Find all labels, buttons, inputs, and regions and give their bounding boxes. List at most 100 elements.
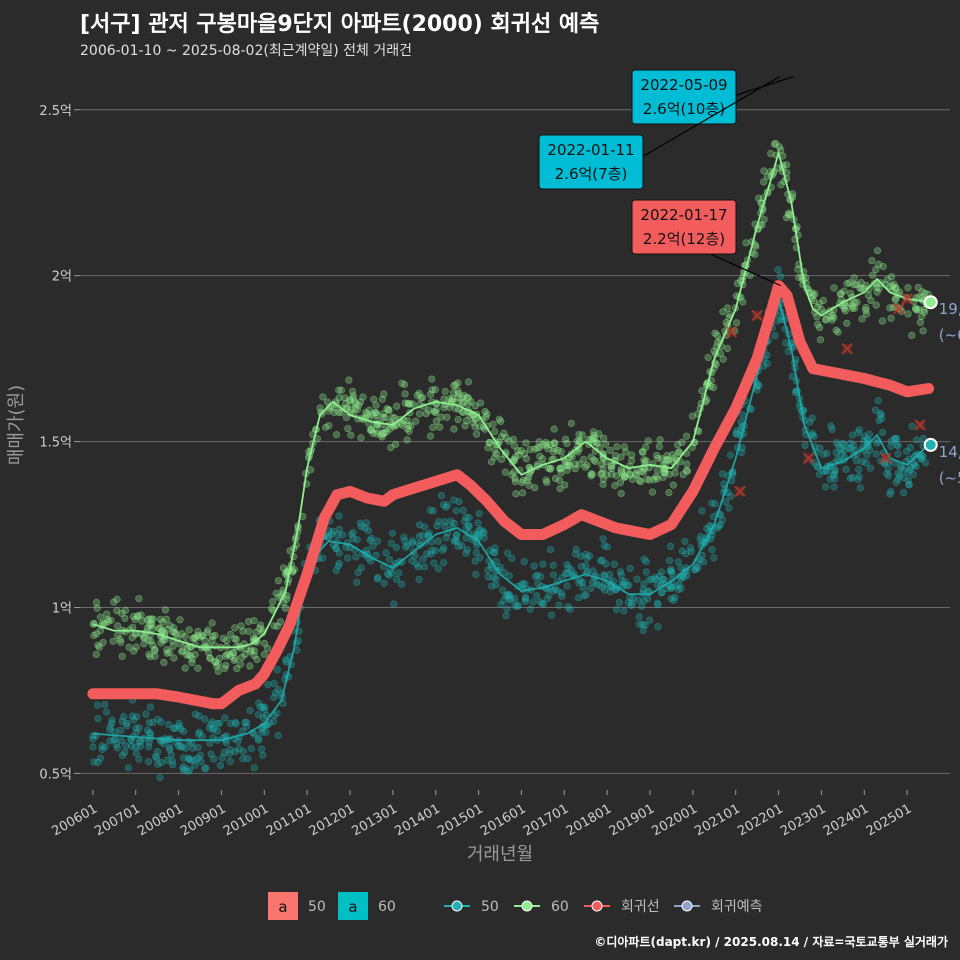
scatter-point	[563, 582, 571, 590]
scatter-point	[398, 580, 406, 588]
scatter-point	[206, 654, 214, 662]
scatter-point	[855, 426, 863, 434]
scatter-point	[514, 602, 522, 611]
scatter-point	[93, 701, 102, 709]
scatter-point	[503, 605, 511, 613]
scatter-point	[269, 598, 277, 606]
scatter-point	[886, 490, 894, 498]
scatter-point	[145, 738, 153, 746]
scatter-point	[194, 627, 202, 635]
scatter-point	[847, 444, 855, 452]
scatter-point	[319, 393, 327, 401]
legend-fill-label: 60	[378, 899, 396, 915]
scatter-point	[102, 708, 111, 716]
scatter-point	[131, 615, 139, 624]
scatter-point	[663, 584, 671, 593]
scatter-point	[111, 735, 120, 743]
scatter-point	[674, 441, 682, 449]
scatter-point	[815, 470, 824, 478]
scatter-point	[454, 415, 462, 424]
scatter-point	[640, 456, 648, 464]
scatter-point	[132, 724, 140, 732]
scatter-point	[848, 431, 856, 439]
scatter-point	[176, 616, 184, 624]
scatter-point	[170, 654, 178, 662]
scatter-point	[106, 723, 114, 731]
scatter-point	[441, 522, 449, 530]
scatter-point	[906, 466, 914, 474]
scatter-point	[856, 484, 864, 492]
end-marker	[923, 437, 938, 452]
scatter-point	[341, 400, 350, 408]
x-tick-label: 202001	[650, 801, 700, 839]
forecast-points	[725, 293, 926, 498]
scatter-point	[426, 390, 435, 398]
scatter-point	[484, 566, 492, 574]
regression-line	[87, 280, 935, 710]
scatter-point	[412, 417, 420, 425]
scatter-point	[127, 742, 136, 750]
scatter-point	[853, 457, 861, 465]
scatter-point	[124, 764, 133, 772]
scatter-point	[274, 577, 282, 585]
scatter-point	[819, 296, 827, 304]
scatter-point	[250, 730, 258, 738]
scatter-point	[231, 718, 240, 726]
scatter-point	[725, 504, 733, 512]
scatter-point	[406, 400, 414, 408]
scatter-point	[699, 558, 708, 566]
scatter-point	[390, 600, 398, 608]
scatter-point	[545, 591, 553, 599]
scatter-point	[370, 395, 378, 403]
y-tick-label: 2억	[52, 270, 72, 285]
scatter-point	[868, 257, 876, 265]
scatter-point	[918, 288, 926, 296]
scatter-point	[94, 641, 102, 649]
scatter-point	[711, 329, 719, 337]
scatter-point	[550, 586, 558, 595]
annotation-box	[538, 134, 644, 190]
forecast-marker	[841, 342, 853, 355]
scatter-point	[644, 437, 652, 445]
scatter-point	[147, 615, 156, 623]
end-markers: 19,225 (~60㎡) 14,900 (~50㎡)	[923, 295, 960, 487]
scatter-point	[403, 436, 411, 444]
scatter-point	[387, 444, 395, 452]
scatter-point	[602, 440, 610, 448]
scatter-point	[166, 621, 174, 629]
scatter-point	[668, 570, 676, 578]
scatter-point	[683, 466, 691, 474]
scatter-point	[866, 464, 874, 472]
scatter-point	[677, 584, 685, 592]
scatter-point	[878, 317, 887, 325]
scatter-point	[894, 442, 902, 450]
scatter-point	[500, 429, 508, 437]
scatter-point	[249, 634, 257, 642]
scatter-point	[435, 517, 443, 526]
scatter-point	[94, 758, 102, 766]
scatter-point	[264, 681, 272, 689]
scatter-point	[884, 458, 892, 466]
scatter-point	[641, 443, 650, 451]
scatter-point	[783, 161, 791, 169]
scatter-point	[429, 423, 437, 432]
scatter-point	[93, 604, 101, 612]
scatter-point	[570, 570, 578, 578]
scatter-point	[432, 417, 441, 425]
scatter-point	[281, 604, 290, 612]
scatter-point	[738, 411, 747, 419]
forecast-marker	[914, 419, 926, 431]
forecast-dot	[902, 293, 913, 304]
scatter-point	[480, 534, 488, 542]
scatter-point	[784, 211, 793, 219]
scatter-point	[864, 291, 873, 299]
scatter-point	[682, 432, 691, 440]
scatter-point	[191, 710, 199, 718]
scatter-point	[393, 575, 401, 584]
scatter-point	[201, 715, 209, 723]
scatter-point	[109, 637, 117, 645]
scatter-point	[270, 622, 278, 630]
scatter-point	[846, 474, 854, 483]
scatter-point	[917, 312, 926, 320]
scatter-point	[89, 735, 97, 743]
